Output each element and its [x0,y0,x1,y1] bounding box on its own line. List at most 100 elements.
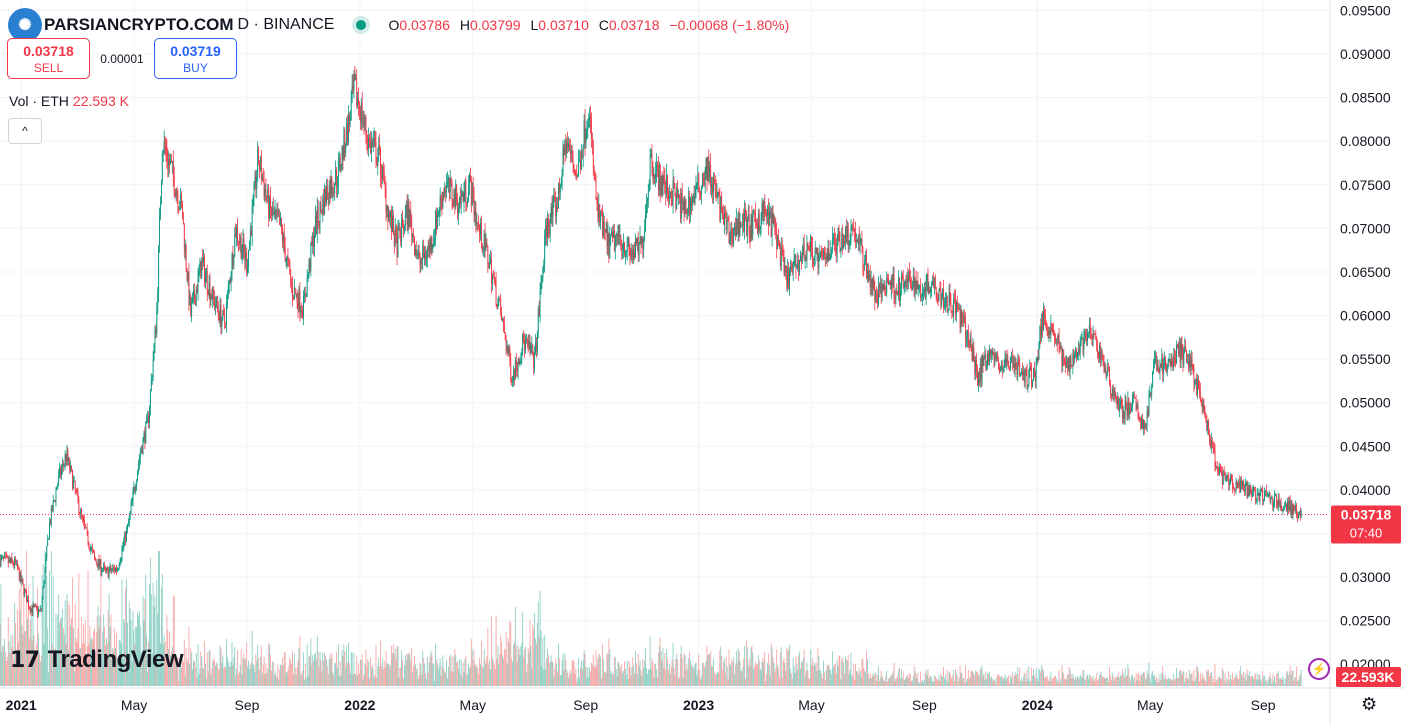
volume-bar [278,679,280,686]
volume-bar [813,662,815,686]
volume-bar [67,601,69,686]
volume-bar [517,645,519,686]
volume-bar [124,621,126,686]
candle-body [1139,417,1141,421]
volume-bar [987,672,989,686]
volume-bar [375,645,377,686]
volume-bar [332,672,334,686]
volume-bar [35,649,37,686]
buy-button[interactable]: 0.03719 BUY [154,38,237,79]
volume-bar [1265,679,1267,686]
candle-body [211,295,213,300]
candle-body [32,604,34,613]
tradingview-logo[interactable]: 17 TradingView [10,646,184,674]
candle-body [1280,503,1282,509]
volume-bar [48,672,50,686]
candle-body [16,561,18,569]
candle-body [145,421,147,443]
lightning-icon[interactable]: ⚡ [1308,658,1330,680]
candle-body [822,255,823,257]
candle-body [579,159,580,161]
volume-bar [682,677,684,686]
volume-bar [402,660,404,686]
candle-body [16,561,17,563]
candle-body [471,182,473,206]
candle-body [1136,404,1138,410]
volume-bar [826,665,828,686]
collapse-legend-button[interactable]: ^ [8,118,42,144]
candle-body [318,222,320,224]
volume-bar [938,675,940,686]
candle-body [173,175,175,194]
volume-bar [780,647,782,686]
candle-body [726,220,728,231]
candle-body [710,165,712,188]
volume-bar [841,660,843,686]
candle-body [641,238,643,244]
volume-bar [458,668,459,686]
volume-bar [637,654,639,686]
volume-bar [561,660,563,686]
volume-bar [876,680,878,686]
price-axis[interactable]: 0.020000.025000.030000.035000.040000.045… [1340,2,1391,672]
candle-body [763,200,765,215]
volume-bar [1231,672,1233,686]
volume-bar [1249,670,1251,686]
volume-bar [259,669,260,686]
volume-bar [378,657,380,686]
volume-bar [199,668,201,686]
candle-body [1066,360,1068,369]
candle-body [1102,359,1104,364]
candle-body [533,355,535,368]
volume-bar [928,678,930,686]
candle-body [479,225,481,235]
market-status-dot[interactable] [356,20,367,30]
volume-legend-label: Vol · ETH [9,93,69,109]
volume-bar [901,678,903,686]
candle-body [938,288,940,301]
symbol-exchange[interactable]: D · BINANCE [237,16,335,33]
volume-bar [284,652,286,686]
volume-bar [1035,668,1037,686]
candle-body [487,246,489,265]
volume-bar [801,661,803,686]
candle-body [999,370,1001,372]
volume-bar [433,664,435,686]
candle-body [36,605,38,608]
candle-body [907,276,909,282]
volume-bar [81,616,83,686]
volume-bar [742,667,744,686]
volume-bar [134,643,136,686]
volume-bar [494,669,496,686]
gear-icon[interactable]: ⚙ [1361,694,1378,714]
candle-body [853,227,855,232]
candle-body [242,238,244,253]
candle-body [227,285,229,293]
volume-bar [768,665,770,686]
volume-bar [1167,677,1169,686]
candle-body [159,215,161,246]
volume-bar [1144,677,1146,686]
sell-button[interactable]: 0.03718 SELL [7,38,90,79]
candle-body [705,157,707,173]
candle-body [792,264,794,272]
candle-body [99,559,101,566]
candle-body [1222,472,1224,485]
candle-body [1115,396,1117,400]
volume-bar [549,661,551,686]
volume-bar [1102,676,1104,686]
volume-bar [424,663,426,686]
volume-bar [918,681,920,686]
candle-body [1127,398,1129,416]
volume-bar [207,670,209,686]
volume-bar [650,668,652,686]
candle-body [640,236,642,244]
volume-legend[interactable]: Vol · ETH 22.593 K [9,93,129,109]
candle-body [360,102,362,122]
volume-bar [54,648,56,686]
candle-body [501,311,503,321]
time-axis[interactable]: 2021 May Sep 2022 May Sep 2023 May Sep 2024 May Sep [6,697,1276,713]
candle-body [744,210,746,232]
candle-body [82,515,83,518]
